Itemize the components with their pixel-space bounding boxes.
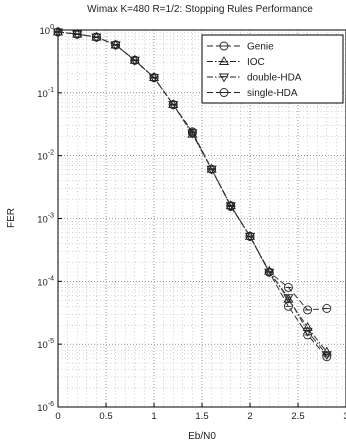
legend-marker bbox=[218, 56, 230, 65]
series-single-hda bbox=[53, 27, 332, 315]
data-point bbox=[148, 74, 160, 83]
data-point bbox=[72, 29, 82, 39]
data-point bbox=[303, 305, 313, 315]
legend-marker bbox=[219, 88, 229, 97]
data-point bbox=[225, 202, 236, 212]
data-point bbox=[245, 231, 255, 241]
legend-entry: double-HDA bbox=[207, 73, 302, 84]
data-point bbox=[206, 165, 217, 175]
data-point bbox=[129, 56, 140, 66]
data-point bbox=[111, 40, 121, 50]
x-tick-label: 2 bbox=[247, 411, 252, 422]
legend-marker bbox=[219, 41, 229, 51]
x-axis-label: Eb/N0 bbox=[188, 431, 216, 441]
legend: Genie IOC double-HDA single-HDA bbox=[201, 34, 344, 104]
x-tick-label: 3 bbox=[343, 411, 346, 422]
x-tick-label: 0.5 bbox=[99, 411, 112, 422]
data-point bbox=[149, 73, 159, 83]
y-tick-label: 10-4 bbox=[37, 275, 54, 288]
chart-title: Wimax K=480 R=1/2: Stopping Rules Perfor… bbox=[87, 4, 313, 15]
legend-label: single-HDA bbox=[247, 88, 298, 99]
data-point bbox=[52, 28, 64, 38]
data-point bbox=[264, 268, 275, 278]
data-point bbox=[321, 351, 332, 361]
legend-label: Genie bbox=[247, 42, 274, 53]
legend-entry: IOC bbox=[207, 56, 265, 68]
y-tick-label: 10-2 bbox=[37, 150, 54, 163]
x-tick-label: 0 bbox=[55, 411, 60, 422]
x-ticks: 0 0.5 1 1.5 2 2.5 3 bbox=[55, 403, 346, 422]
data-point bbox=[264, 265, 275, 275]
data-point bbox=[283, 282, 293, 292]
x-tick-label: 2.5 bbox=[291, 411, 304, 422]
data-point bbox=[244, 232, 256, 242]
data-point bbox=[110, 41, 121, 51]
y-tick-label: 10-6 bbox=[37, 401, 54, 414]
y-tick-label: 10-1 bbox=[37, 87, 54, 100]
data-point bbox=[283, 294, 294, 304]
data-point bbox=[168, 100, 178, 110]
legend-marker bbox=[218, 73, 230, 83]
legend-label: IOC bbox=[247, 57, 265, 68]
y-tick-label: 100 bbox=[40, 24, 55, 37]
y-tick-label: 10-3 bbox=[37, 213, 54, 226]
data-point bbox=[187, 128, 197, 138]
x-tick-label: 1.5 bbox=[195, 411, 208, 422]
y-ticks: 100 10-1 10-2 10-3 10-4 10-5 10-6 bbox=[37, 24, 62, 414]
data-point bbox=[226, 201, 236, 211]
data-point bbox=[264, 267, 274, 277]
y-tick-label: 10-5 bbox=[37, 338, 54, 351]
series-line bbox=[57, 31, 327, 311]
x-tick-label: 1 bbox=[151, 411, 156, 422]
data-point bbox=[322, 304, 332, 313]
data-point bbox=[302, 327, 313, 337]
y-axis-label: FER bbox=[6, 208, 17, 228]
legend-label: double-HDA bbox=[247, 73, 302, 84]
data-point bbox=[187, 129, 198, 139]
legend-entry: single-HDA bbox=[207, 88, 298, 99]
series-layer bbox=[52, 26, 332, 362]
data-point bbox=[91, 32, 101, 42]
data-point bbox=[53, 27, 63, 37]
data-point bbox=[168, 101, 179, 110]
data-point bbox=[130, 55, 140, 65]
legend-entry: Genie bbox=[207, 42, 274, 53]
data-point bbox=[207, 164, 217, 174]
